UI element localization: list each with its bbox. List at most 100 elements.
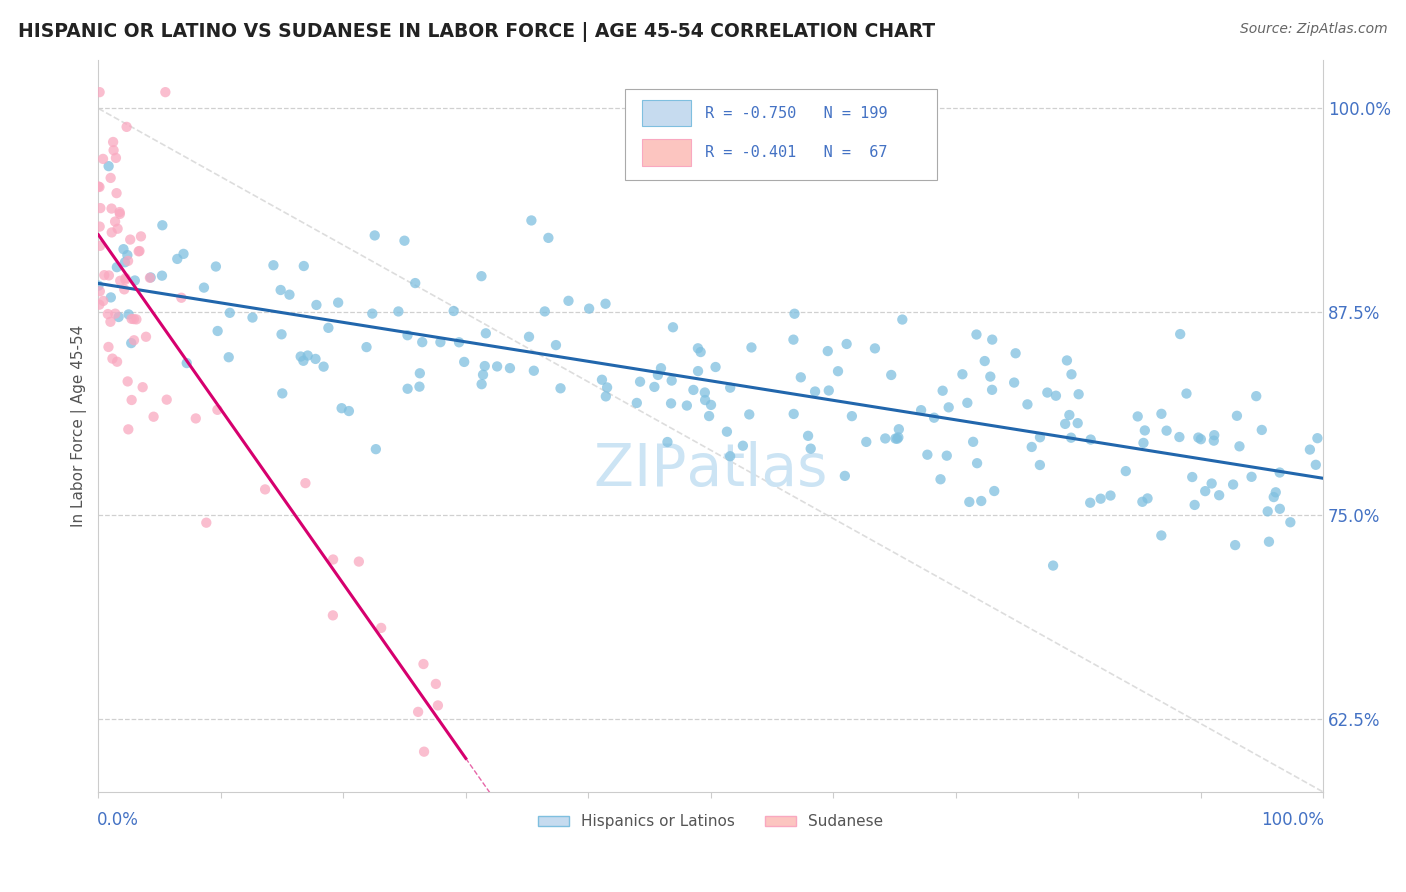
Point [800,442,823,456]
Point [318,321,340,335]
Point [965,327,987,342]
Point [929,472,952,486]
Point [596,380,619,394]
Point [117,253,139,268]
Point [962,434,984,449]
Point [957,495,980,509]
Point [330,401,353,416]
Point [657,435,679,450]
Point [453,355,475,369]
Point [87,278,110,293]
Point [429,335,451,350]
Point [475,326,498,341]
Point [938,401,960,415]
Point [1168,430,1191,444]
Point [108,207,131,221]
Point [394,234,416,248]
Point [686,364,709,378]
Point [650,361,672,376]
Point [682,383,704,397]
Point [783,307,806,321]
Point [1021,440,1043,454]
Y-axis label: In Labor Force | Age 45-54: In Labor Force | Age 45-54 [72,325,87,527]
Point [472,368,495,382]
Point [100,315,122,329]
Point [1060,368,1083,382]
Point [1268,501,1291,516]
Point [142,409,165,424]
Point [956,396,979,410]
Point [700,398,723,412]
Point [101,351,124,366]
Point [1264,485,1286,500]
Point [1258,534,1281,549]
Point [1306,431,1329,445]
Text: 100.0%: 100.0% [1261,812,1324,830]
Point [89,219,111,234]
Point [835,337,858,351]
Point [716,425,738,439]
Point [195,516,218,530]
Point [718,449,741,463]
Point [1060,431,1083,445]
Point [406,705,429,719]
Point [910,403,932,417]
Point [817,384,839,398]
Point [128,244,150,259]
Point [176,356,198,370]
FancyBboxPatch shape [626,89,938,180]
Point [537,231,560,245]
Point [659,396,682,410]
Point [89,239,111,253]
Point [981,333,1004,347]
Point [387,304,409,318]
Point [1201,476,1223,491]
Point [931,384,953,398]
Point [628,375,651,389]
Point [1059,408,1081,422]
Point [470,269,492,284]
Point [1263,490,1285,504]
Point [647,368,669,382]
Point [100,226,122,240]
Point [129,229,152,244]
Point [270,283,292,297]
Point [880,368,903,382]
Point [887,430,910,444]
Point [104,214,127,228]
Point [1268,466,1291,480]
Point [626,396,648,410]
Point [1150,528,1173,542]
Point [731,439,754,453]
Point [115,120,138,134]
Point [322,552,344,566]
Point [89,285,111,299]
Point [396,382,419,396]
Point [125,312,148,326]
Point [695,392,717,407]
Point [804,384,827,399]
Point [184,411,207,425]
Point [1090,491,1112,506]
Point [1130,495,1153,509]
Point [97,307,120,321]
Point [499,361,522,376]
Point [103,143,125,157]
Point [973,354,995,368]
Point [97,159,120,173]
Point [242,310,264,325]
Point [89,201,111,215]
Point [1017,397,1039,411]
Point [337,404,360,418]
FancyBboxPatch shape [643,100,692,127]
Point [697,409,720,423]
Point [105,260,128,275]
Point [643,380,665,394]
Point [173,247,195,261]
Point [1002,376,1025,390]
Point [117,375,139,389]
Point [104,307,127,321]
Point [107,310,129,324]
Point [193,280,215,294]
Point [1244,389,1267,403]
